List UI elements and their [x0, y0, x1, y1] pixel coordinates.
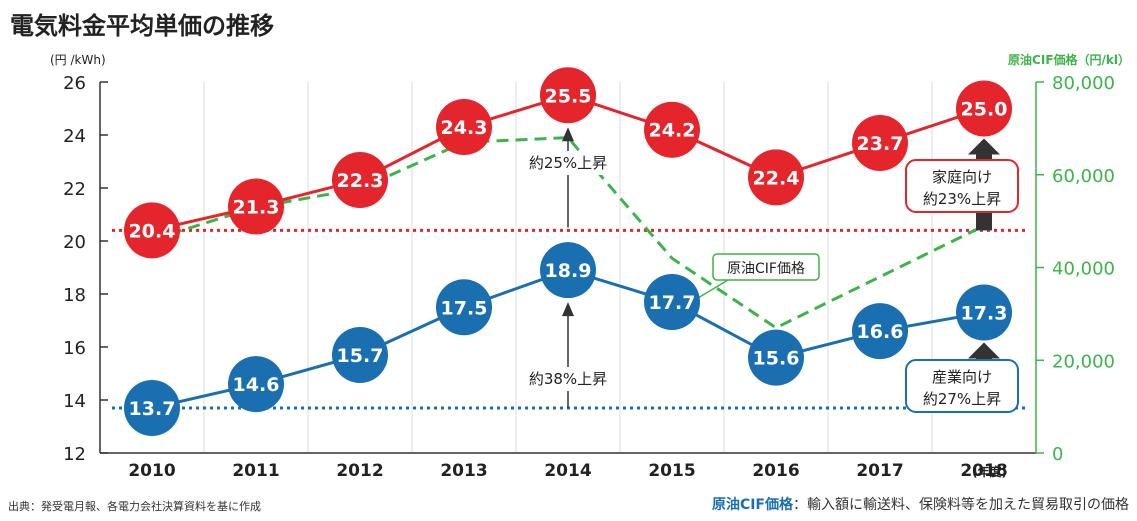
annotation-label: 約25%上昇: [529, 154, 607, 172]
home-data-point: [748, 149, 804, 206]
industrial-data-point: [748, 329, 804, 386]
x-tick-label: 2017: [856, 461, 903, 481]
x-tick-label: 2016: [752, 461, 799, 481]
industrial-data-point: [644, 273, 700, 330]
crude-oil-label-leader: [697, 279, 729, 299]
home-data-point: [436, 99, 492, 156]
crude-oil-label-box: [712, 253, 820, 281]
industrial-increase-arrow-head: [562, 302, 574, 317]
chart-title: 電気料金平均単価の推移: [10, 12, 274, 40]
industrial-data-label: 18.9: [545, 260, 592, 282]
industrial-data-label: 14.6: [233, 374, 280, 396]
y-right-tick-label: 20,000: [1052, 351, 1115, 372]
increase-callout-box: [905, 359, 1019, 413]
increase-callout-line1: 産業向け: [932, 368, 992, 386]
x-tick-label: 2011: [232, 461, 279, 481]
y-left-tick-label: 26: [63, 73, 86, 94]
home-data-label: 22.4: [753, 167, 800, 189]
industrial-data-label: 16.6: [857, 321, 904, 343]
industrial-data-label: 17.7: [649, 292, 696, 314]
increase-callout-box: [905, 159, 1019, 213]
y-left-tick-label: 16: [63, 338, 86, 359]
x-tick-label: 2012: [336, 461, 383, 481]
industrial-2018-arrow-head: [968, 342, 1000, 359]
x-tick-label: 2013: [440, 461, 487, 481]
annotation-label: 約38%上昇: [529, 370, 607, 388]
x-tick-label: 2014: [544, 461, 591, 481]
y-left-tick-label: 24: [63, 126, 86, 147]
x-tick-label: 2010: [128, 461, 175, 481]
annotation-bg: [520, 151, 616, 175]
crude-definition-note: 原油CIF価格：輸入額に輸送料、保険料等を加えた貿易取引の価格: [712, 494, 1129, 514]
industrial-data-label: 15.7: [337, 345, 384, 367]
y-right-tick-label: 80,000: [1052, 73, 1115, 94]
y-left-tick-label: 22: [63, 179, 86, 200]
industrial-data-label: 15.6: [753, 348, 800, 370]
home-data-label: 23.7: [857, 133, 904, 155]
industrial-data-label: 17.5: [441, 297, 488, 319]
home-increase-arrow-head: [562, 127, 574, 142]
y-left-tick-label: 12: [63, 444, 86, 465]
industrial-data-point: [332, 326, 388, 383]
home-data-label: 20.4: [129, 220, 176, 242]
crude-oil-label: 原油CIF価格: [727, 261, 805, 277]
industrial-data-point: [436, 279, 492, 336]
home-data-label: 25.0: [961, 99, 1008, 121]
home-data-point: [852, 114, 908, 171]
industrial-data-point: [956, 284, 1012, 341]
y-left-tick-label: 18: [63, 285, 86, 306]
home-data-label: 25.5: [545, 85, 592, 107]
industrial-data-point: [852, 303, 908, 360]
home-data-point: [228, 178, 284, 235]
home-data-label: 21.3: [233, 197, 280, 219]
y-right-tick-label: 60,000: [1052, 166, 1115, 187]
industrial-data-point: [540, 242, 596, 299]
y-right-unit: 原油CIF価格（円/kl）: [1008, 52, 1130, 67]
home-data-label: 24.3: [441, 117, 488, 139]
industrial-data-label: 13.7: [129, 398, 176, 420]
industrial-data-label: 17.3: [961, 303, 1008, 325]
y-left-tick-label: 20: [63, 232, 86, 253]
x-unit-label: (年度): [972, 464, 1007, 479]
industrial-data-point: [124, 379, 180, 436]
increase-callout-line1: 家庭向け: [932, 168, 992, 186]
y-right-tick-label: 0: [1052, 444, 1063, 465]
y-left-tick-label: 14: [63, 391, 86, 412]
home-data-label: 22.3: [337, 170, 384, 192]
x-tick-label: 2015: [648, 461, 695, 481]
x-tick-label: 2018: [960, 461, 1007, 481]
y-right-tick-label: 40,000: [1052, 259, 1115, 280]
increase-callout-line2: 約23%上昇: [923, 190, 1001, 208]
home-data-point: [124, 202, 180, 259]
source-note: 出典：発受電月報、各電力会社決算資料を基に作成: [8, 500, 261, 513]
home-data-point: [956, 80, 1012, 137]
home-data-label: 24.2: [649, 120, 696, 142]
home-data-point: [332, 152, 388, 209]
crude-definition-text: ：輸入額に輸送料、保険料等を加えた貿易取引の価格: [793, 497, 1129, 513]
y-left-unit: (円 /kWh): [50, 53, 106, 67]
annotation-bg: [520, 367, 616, 391]
increase-callout-line2: 約27%上昇: [923, 390, 1001, 408]
home-data-point: [644, 101, 700, 158]
home-data-point: [540, 67, 596, 124]
home-2018-arrow-head: [968, 138, 1000, 155]
series-line-crude-oil: [151, 136, 985, 330]
crude-definition-key: 原油CIF価格: [711, 497, 793, 513]
industrial-data-point: [228, 356, 284, 413]
